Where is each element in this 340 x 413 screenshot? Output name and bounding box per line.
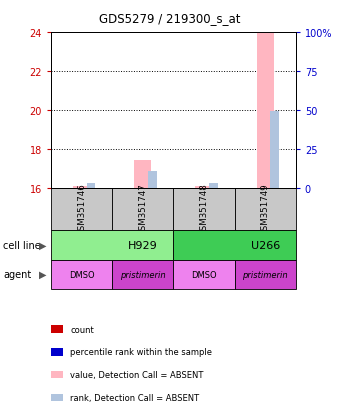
Text: DMSO: DMSO	[191, 270, 217, 279]
Bar	[235, 188, 296, 231]
Text: count: count	[70, 325, 94, 334]
Bar	[134, 161, 151, 188]
Text: value, Detection Call = ABSENT: value, Detection Call = ABSENT	[70, 370, 203, 379]
Text: rank, Detection Call = ABSENT: rank, Detection Call = ABSENT	[70, 393, 199, 402]
Text: agent: agent	[3, 270, 32, 280]
Text: GDS5279 / 219300_s_at: GDS5279 / 219300_s_at	[99, 12, 241, 25]
Bar	[270, 112, 279, 188]
Bar	[257, 33, 274, 188]
Text: H929: H929	[128, 240, 158, 250]
Bar	[209, 183, 218, 188]
Text: U266: U266	[251, 240, 280, 250]
Text: GSM351747: GSM351747	[138, 183, 147, 236]
Text: pristimerin: pristimerin	[242, 270, 288, 279]
Text: pristimerin: pristimerin	[120, 270, 166, 279]
Bar	[195, 186, 212, 188]
Text: percentile rank within the sample: percentile rank within the sample	[70, 348, 212, 356]
Bar	[87, 183, 95, 188]
Bar	[112, 260, 173, 289]
Text: cell line: cell line	[3, 240, 41, 250]
Bar	[51, 260, 112, 289]
Bar	[73, 186, 90, 188]
Bar	[173, 231, 296, 260]
Text: GSM351746: GSM351746	[77, 183, 86, 236]
Bar	[148, 172, 156, 188]
Bar	[51, 188, 112, 231]
Text: GSM351749: GSM351749	[261, 183, 270, 236]
Text: GSM351748: GSM351748	[200, 183, 208, 236]
Bar	[173, 260, 235, 289]
Bar	[51, 231, 173, 260]
Bar	[173, 188, 235, 231]
Bar	[235, 260, 296, 289]
Text: DMSO: DMSO	[69, 270, 95, 279]
Bar	[112, 188, 173, 231]
Text: ▶: ▶	[39, 270, 47, 280]
Text: ▶: ▶	[39, 240, 47, 250]
